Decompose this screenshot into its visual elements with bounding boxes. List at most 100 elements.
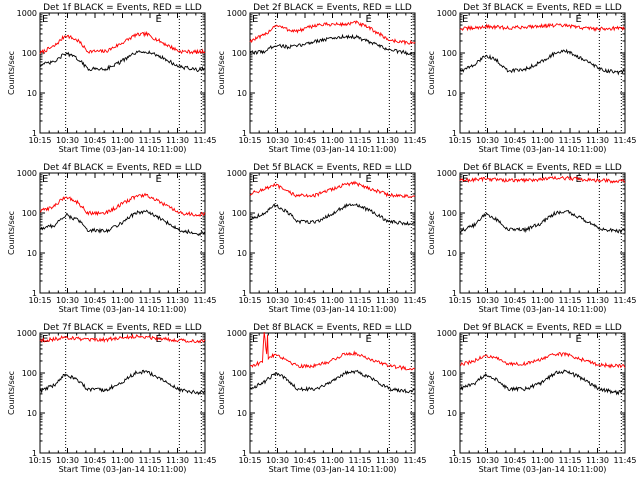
x-tick-label: 10:15: [448, 456, 471, 465]
x-tick-label: 11:45: [193, 456, 216, 465]
x-axis-label: Start Time (03-Jan-14 10:11:00): [269, 305, 397, 314]
panel-det-2: Det 2f BLACK = Events, RED = LLD 1 10 100 10…: [217, 3, 427, 154]
x-tick-label: 10:30: [266, 296, 289, 305]
x-tick-label: 11:45: [613, 456, 636, 465]
x-tick-label: 11:30: [586, 296, 609, 305]
y-tick-label: 10: [447, 409, 457, 418]
x-tick-label: 10:30: [476, 296, 499, 305]
plot-frame: [39, 12, 206, 134]
x-tick-label: 11:00: [111, 136, 134, 145]
x-tick-label: 11:45: [403, 136, 426, 145]
x-tick-label: 10:45: [503, 296, 526, 305]
e-marker-start: E: [252, 174, 258, 185]
y-tick-label: 1: [242, 449, 247, 458]
y-tick-label: 1000: [17, 169, 37, 178]
x-tick-label: 10:30: [266, 456, 289, 465]
y-axis-label: Counts/sec: [7, 51, 16, 95]
x-tick-label: 11:30: [166, 456, 189, 465]
panel-title: Det 3f BLACK = Events, RED = LLD: [463, 3, 622, 13]
x-axis-label: Start Time (03-Jan-14 10:11:00): [59, 145, 187, 154]
y-tick-label: 1000: [227, 169, 247, 178]
y-axis-label: Counts/sec: [217, 51, 226, 95]
x-tick-label: 11:00: [531, 456, 554, 465]
x-tick-label: 11:15: [348, 136, 371, 145]
x-tick-label: 11:15: [138, 456, 161, 465]
y-tick-label: 1000: [17, 329, 37, 338]
y-tick-label: 10: [27, 409, 37, 418]
x-tick-label: 11:15: [558, 296, 581, 305]
panel-det-1: Det 1f BLACK = Events, RED = LLD 1 10 100 10…: [7, 3, 217, 154]
e-marker: E: [366, 14, 372, 25]
x-tick-label: 11:45: [613, 136, 636, 145]
x-tick-label: 10:15: [448, 296, 471, 305]
x-tick-label: 10:30: [56, 456, 79, 465]
y-axis-label: Counts/sec: [217, 371, 226, 415]
e-marker: E: [366, 334, 372, 345]
x-tick-label: 11:45: [193, 296, 216, 305]
x-tick-label: 10:45: [293, 136, 316, 145]
x-tick-label: 11:30: [376, 296, 399, 305]
y-tick-label: 1000: [17, 9, 37, 18]
x-tick-label: 11:00: [321, 456, 344, 465]
plot-frame: [249, 172, 416, 294]
e-marker-start: E: [42, 334, 48, 345]
x-tick-label: 10:15: [28, 456, 51, 465]
y-tick-label: 1: [452, 449, 457, 458]
x-tick-label: 11:30: [166, 136, 189, 145]
x-tick-label: 11:30: [166, 296, 189, 305]
panel-title: Det 1f BLACK = Events, RED = LLD: [43, 3, 202, 13]
e-marker-start: E: [462, 174, 468, 185]
x-tick-label: 10:45: [83, 456, 106, 465]
y-tick-label: 1000: [227, 329, 247, 338]
y-tick-label: 1000: [437, 9, 457, 18]
y-tick-label: 1: [242, 129, 247, 138]
y-axis-label: Counts/sec: [7, 211, 16, 255]
x-tick-label: 11:30: [376, 456, 399, 465]
panel-title: Det 2f BLACK = Events, RED = LLD: [253, 3, 412, 13]
y-tick-label: 1: [32, 129, 37, 138]
x-tick-label: 10:45: [503, 456, 526, 465]
y-axis-label: Counts/sec: [7, 371, 16, 415]
x-tick-label: 10:30: [476, 136, 499, 145]
events-series-line: [459, 369, 626, 396]
x-axis-label: Start Time (03-Jan-14 10:11:00): [59, 465, 187, 474]
x-tick-label: 11:00: [531, 296, 554, 305]
y-tick-label: 1: [452, 129, 457, 138]
y-tick-label: 1: [242, 289, 247, 298]
panel-det-7: Det 7f BLACK = Events, RED = LLD 1 10 100 10…: [7, 323, 217, 474]
x-tick-label: 11:00: [531, 136, 554, 145]
e-marker-start: E: [462, 334, 468, 345]
x-tick-label: 11:45: [403, 296, 426, 305]
events-series-line: [249, 369, 416, 394]
y-tick-label: 10: [447, 249, 457, 258]
x-tick-label: 10:30: [476, 456, 499, 465]
x-tick-label: 11:15: [138, 136, 161, 145]
e-marker: E: [576, 334, 582, 345]
x-tick-label: 10:15: [238, 296, 261, 305]
lld-series-line: [459, 22, 626, 32]
x-tick-label: 10:15: [238, 456, 261, 465]
x-axis-label: Start Time (03-Jan-14 10:11:00): [479, 465, 607, 474]
y-tick-label: 1: [32, 449, 37, 458]
x-tick-label: 11:15: [558, 136, 581, 145]
plot-frame: [249, 332, 416, 454]
events-series-line: [249, 33, 416, 56]
panel-det-4: Det 4f BLACK = Events, RED = LLD 1 10 100 10…: [7, 163, 217, 314]
x-tick-label: 10:45: [503, 136, 526, 145]
y-tick-label: 10: [27, 89, 37, 98]
x-tick-label: 11:15: [558, 456, 581, 465]
x-tick-label: 11:15: [138, 296, 161, 305]
y-axis-label: Counts/sec: [427, 211, 436, 255]
y-tick-label: 1000: [437, 169, 457, 178]
x-tick-label: 11:00: [111, 456, 134, 465]
x-tick-label: 10:30: [266, 136, 289, 145]
y-tick-label: 10: [237, 409, 247, 418]
x-tick-label: 11:30: [376, 136, 399, 145]
events-series-line: [39, 369, 206, 396]
lld-series-line: [459, 352, 626, 369]
y-tick-label: 100: [442, 209, 457, 218]
x-tick-label: 10:30: [56, 136, 79, 145]
y-tick-label: 100: [232, 209, 247, 218]
x-tick-label: 10:30: [56, 296, 79, 305]
